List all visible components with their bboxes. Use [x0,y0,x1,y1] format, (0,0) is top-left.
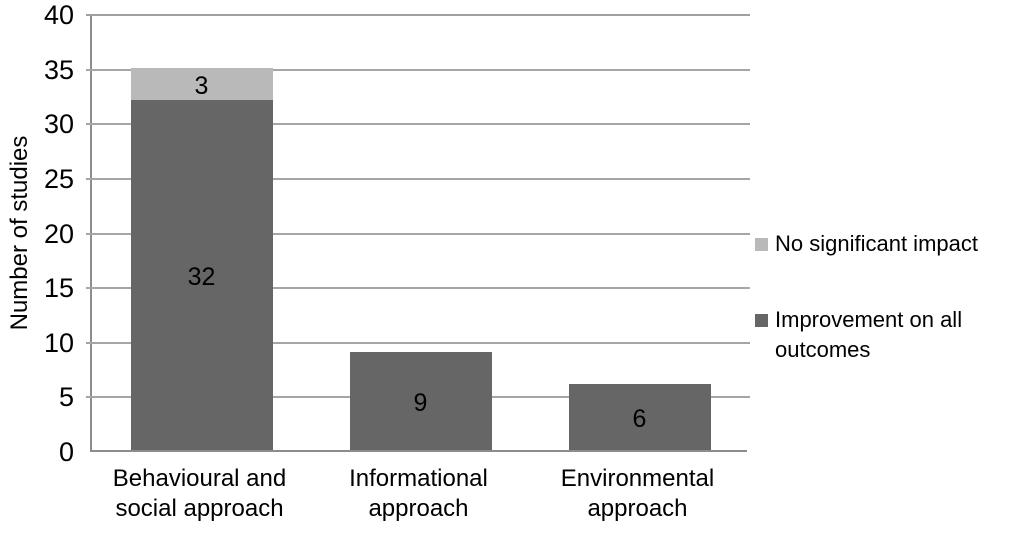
gridline [86,287,750,290]
legend-label: Improvement on all outcomes [775,305,962,365]
y-tick-label: 10 [43,327,74,358]
bar-value-label: 32 [187,263,216,292]
x-category-label: Behavioural and social approach [90,464,309,524]
bar-value-label: 9 [413,388,428,417]
gridline [86,68,750,71]
x-category-label-line: Environmental [560,465,715,492]
plot-area: 32 3 9 6 [86,14,750,452]
y-tick-label: 0 [58,437,74,467]
gridline [86,177,750,180]
legend-item: No significant impact [755,229,978,259]
legend-label-line: Improvement on all [775,307,963,332]
gridline [86,14,750,16]
y-tick-label: 35 [43,54,74,85]
y-tick-label: 15 [43,273,74,304]
legend-label-line: No significant impact [775,231,978,256]
bar-segment [568,384,711,450]
x-category-label-line: Behavioural and [112,465,287,492]
bar-segment [349,351,492,450]
legend-item: Improvement on all outcomes [755,305,978,365]
x-category-label-line: social approach [115,495,284,522]
gridline [86,341,750,344]
x-category-label: Environmental approach [528,464,747,524]
gridline [86,232,750,235]
x-category-label: Informational approach [309,464,528,524]
x-category-label-line: approach [587,495,688,522]
x-category-label-line: approach [368,495,469,522]
y-tick-label: 40 [43,0,74,30]
bar-segment [130,100,273,450]
bar-value-label: 3 [194,72,209,100]
legend-swatch [755,314,768,327]
x-category-label-line: Informational [349,465,488,492]
legend-label-line: outcomes [775,337,871,362]
legend: No significant impact Improvement on all o… [755,229,978,365]
legend-label: No significant impact [775,229,978,259]
gridline [86,123,750,126]
y-tick-label: 5 [58,382,74,413]
y-tick-label: 25 [43,163,74,194]
y-tick-label: 30 [43,109,74,140]
bar-value-label: 6 [632,405,647,434]
bar-segment [130,67,273,101]
y-tick-label: 20 [43,218,74,249]
legend-swatch [755,238,768,251]
